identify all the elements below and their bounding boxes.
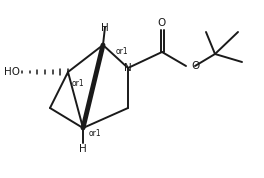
Text: or1: or1 [116,46,129,56]
Text: or1: or1 [89,130,102,138]
Text: or1: or1 [72,80,85,88]
Text: H: H [101,23,109,33]
Text: N: N [124,63,132,73]
Text: O: O [158,18,166,28]
Text: O: O [191,61,199,71]
Text: HO: HO [4,67,20,77]
Text: H: H [79,144,87,154]
